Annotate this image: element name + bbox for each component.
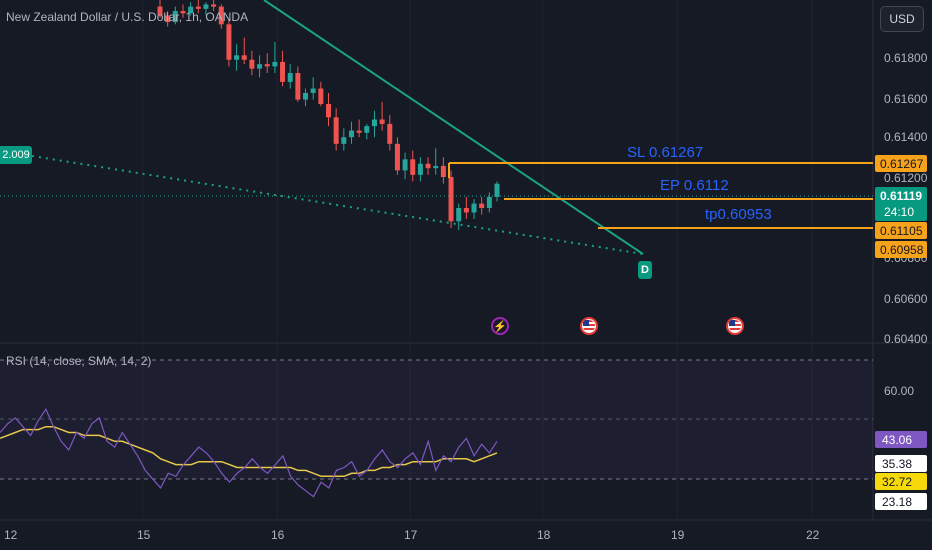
- current-price-label: 0.61119: [880, 189, 922, 203]
- candle-bull: [303, 92, 309, 100]
- candle-bull: [234, 55, 240, 60]
- candle-bear: [264, 64, 270, 67]
- candle-bear: [157, 6, 163, 16]
- candle-bear: [241, 55, 247, 60]
- candle-bull: [402, 159, 408, 171]
- flash-icon[interactable]: ⚡: [491, 317, 509, 335]
- price-tick: 0.60600: [884, 292, 928, 306]
- candle-bear: [218, 6, 224, 25]
- candle-bear: [280, 61, 286, 82]
- candle-bull: [203, 4, 209, 9]
- candle-bull: [188, 6, 194, 14]
- candle-bear: [211, 4, 217, 7]
- tp2-price-label: 0.60958: [880, 243, 924, 257]
- countdown-label: 24:10: [884, 205, 914, 219]
- tp-annotation: tp0.60953: [705, 206, 772, 223]
- candle-bear: [448, 177, 454, 222]
- price-tick: 0.61400: [884, 130, 928, 144]
- candle-bear: [479, 203, 485, 209]
- candle-bear: [356, 130, 362, 133]
- rsi-line: [0, 407, 498, 498]
- rsi-value-label: 43.06: [882, 433, 912, 447]
- candle-bear: [410, 159, 416, 175]
- price-tick: 0.61200: [884, 171, 928, 185]
- candle-bull: [287, 73, 293, 82]
- time-tick: 15: [137, 528, 151, 542]
- time-tick: 22: [806, 528, 820, 542]
- candle-bear: [463, 208, 469, 213]
- candle-bear: [318, 88, 324, 105]
- dotted-trendline[interactable]: [31, 155, 644, 255]
- rsi-ma-label: 35.38: [882, 457, 912, 471]
- currency-button[interactable]: USD: [880, 6, 924, 32]
- candle-bear: [226, 24, 232, 60]
- tp-price-label: 0.61105: [880, 224, 923, 238]
- candle-bear: [333, 117, 339, 144]
- us-flag-icon[interactable]: [580, 317, 598, 335]
- ep-annotation: EP 0.6112: [660, 177, 729, 194]
- time-tick: 16: [271, 528, 285, 542]
- symbol-title[interactable]: New Zealand Dollar / U.S. Dollar, 1h, OA…: [6, 10, 249, 24]
- time-tick: 19: [671, 528, 685, 542]
- candle-bull: [456, 208, 462, 222]
- price-tick: 0.61800: [884, 51, 928, 65]
- vertical-grid: [142, 0, 813, 520]
- sl-price-label: 0.61267: [880, 157, 924, 171]
- candle-bear: [440, 165, 446, 178]
- candle-bull: [348, 130, 354, 138]
- candle-bear: [379, 119, 385, 124]
- candle-bull: [341, 137, 347, 144]
- candle-bull: [310, 88, 316, 93]
- time-tick: 18: [537, 528, 551, 542]
- price-tick: 0.60400: [884, 332, 928, 346]
- rsi-indicator-label[interactable]: RSI (14, close, SMA, 14, 2): [6, 354, 152, 368]
- rsi-tick: 60.00: [884, 384, 914, 398]
- rsi-min-label: 23.18: [882, 495, 912, 509]
- candle-bull: [364, 126, 370, 133]
- candle-bear: [295, 73, 301, 100]
- rsi-lower-label: 32.72: [882, 475, 912, 489]
- us-flag-icon[interactable]: [726, 317, 744, 335]
- rsi-ma-line: [0, 425, 498, 478]
- candle-bear: [425, 163, 431, 169]
- candle-bear: [165, 15, 171, 23]
- time-tick: 12: [4, 528, 18, 542]
- candle-bear: [387, 123, 393, 144]
- candles: [157, 0, 500, 231]
- sl-annotation: SL 0.61267: [627, 144, 703, 161]
- candle-bull: [172, 11, 178, 23]
- time-tick: 17: [404, 528, 418, 542]
- candle-bear: [180, 11, 186, 14]
- candle-bear: [195, 6, 201, 9]
- descending-trendline[interactable]: [263, 0, 644, 255]
- candle-bull: [272, 61, 278, 67]
- candle-bear: [249, 59, 255, 69]
- price-tick: 0.61600: [884, 92, 928, 106]
- left-value-badge: 2.009: [0, 146, 32, 164]
- candle-bull: [257, 64, 263, 69]
- candle-bear: [326, 104, 331, 118]
- candle-bull: [471, 203, 477, 213]
- candle-bull: [486, 196, 492, 209]
- drawing-marker-badge[interactable]: D: [638, 261, 652, 279]
- candle-bear: [394, 143, 400, 171]
- candle-bull: [433, 165, 439, 169]
- candle-bull: [371, 119, 377, 127]
- candle-bull: [417, 163, 423, 175]
- candle-bull: [494, 183, 500, 197]
